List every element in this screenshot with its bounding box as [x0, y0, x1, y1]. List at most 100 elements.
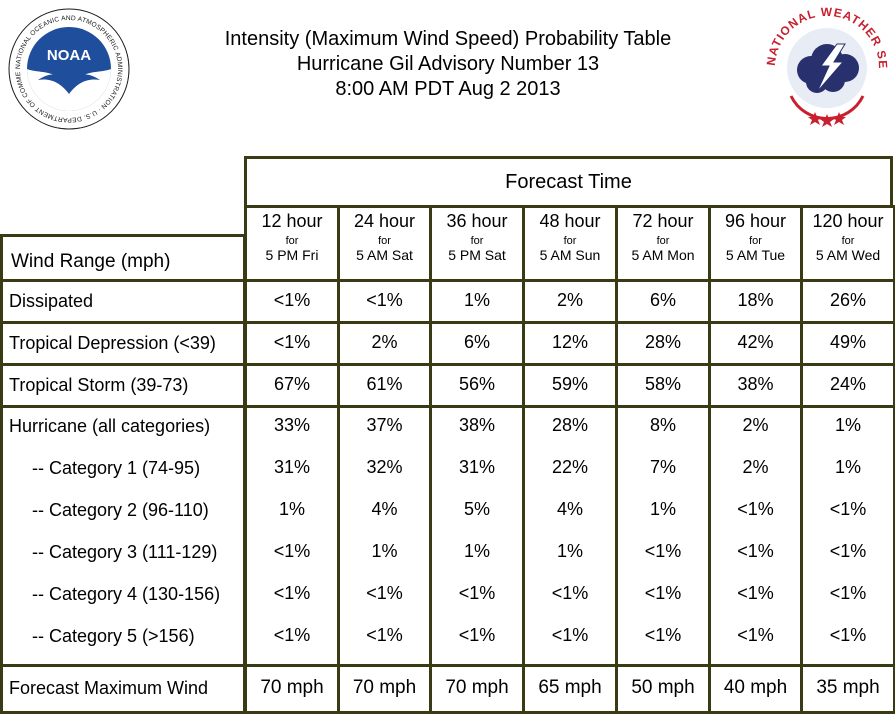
row-block-label-5: [0, 664, 246, 714]
column-for: for: [470, 235, 484, 247]
row-label: Tropical Depression (<39): [9, 332, 216, 353]
table-cell-value: 5%: [463, 499, 490, 519]
table-cell-value: <1%: [366, 289, 403, 310]
table-cell-value: 1%: [278, 499, 305, 519]
table-cell-value: 35 mph: [816, 677, 880, 698]
table-cell-value: 49%: [829, 331, 867, 352]
page-title: Intensity (Maximum Wind Speed) Probabili…: [148, 27, 748, 102]
column-for: for: [378, 235, 391, 247]
table-cell-value: <1%: [737, 625, 774, 645]
table-cell-value: 1%: [834, 415, 861, 435]
column-header-6: 96 hour for 5 AM Tue: [708, 205, 803, 282]
table-cell-value: <1%: [644, 583, 682, 603]
column-header-5: 72 hour for 5 AM Mon: [615, 205, 711, 282]
forecast-time-header: Forecast Time: [244, 156, 893, 208]
table-cell-value: <1%: [273, 331, 311, 352]
table-cell-value: <1%: [551, 583, 589, 603]
table-cell-value: 1%: [371, 541, 398, 561]
table-cell-value: <1%: [458, 583, 496, 603]
table-cell-value: 28%: [644, 331, 682, 352]
table-cell-value: 38%: [458, 415, 496, 435]
table-cell-value: 4%: [556, 499, 583, 519]
row-label: -- Category 1 (74-95): [32, 458, 201, 478]
table-cell-value: 2%: [556, 289, 583, 310]
table-cell-value: 24%: [829, 373, 867, 394]
table-cell-value: <1%: [829, 499, 867, 519]
table-cell-value: 26%: [829, 289, 867, 310]
table-cell-value: 6%: [463, 331, 490, 352]
table-cell-value: 18%: [737, 289, 774, 310]
table-cell-value: <1%: [273, 583, 311, 603]
column-for: for: [285, 235, 299, 247]
table-cell-value: 42%: [737, 331, 774, 352]
table-cell-value: 2%: [371, 331, 398, 352]
column-header-1: 12 hour for 5 PM Fri: [244, 205, 340, 282]
table-cell-value: 61%: [366, 373, 403, 394]
column-hour: 96 hour: [724, 211, 787, 231]
column-time: 5 AM Mon: [631, 247, 695, 263]
table-cell-value: <1%: [273, 289, 311, 310]
column-time: 5 AM Sun: [539, 247, 601, 263]
column-time: 5 AM Tue: [725, 247, 786, 263]
table-cell-value: 1%: [649, 499, 676, 519]
row-block-cell-5-7: [800, 664, 895, 714]
table-cell-value: <1%: [737, 541, 774, 561]
noaa-logo: NATIONAL OCEANIC AND ATMOSPHERIC ADMINIS…: [8, 8, 130, 130]
table-cell-value: 56%: [458, 373, 496, 394]
nws-logo: NATIONAL WEATHER SERVICE: [763, 4, 889, 130]
table-cell-value: 33%: [273, 415, 311, 435]
column-hour: 12 hour: [261, 211, 323, 231]
header: NATIONAL OCEANIC AND ATMOSPHERIC ADMINIS…: [0, 0, 895, 150]
column-hour: 72 hour: [632, 211, 694, 231]
table-cell-value: <1%: [829, 625, 867, 645]
row-block-cell-4-6: [708, 405, 803, 667]
table-cell-value: <1%: [829, 583, 867, 603]
table-cell-value: 31%: [458, 457, 496, 477]
noaa-logo-text: NOAA: [47, 47, 91, 64]
table-cell-value: 8%: [649, 415, 676, 435]
column-hour: 24 hour: [353, 211, 416, 231]
table-cell-value: 70 mph: [352, 677, 417, 698]
table-cell-value: 1%: [463, 289, 490, 310]
column-hour: 36 hour: [446, 211, 508, 231]
row-label: Dissipated: [9, 290, 94, 311]
table-cell-value: 2%: [742, 457, 769, 477]
row-header: Wind Range (mph): [0, 234, 246, 282]
column-time: 5 AM Sat: [356, 247, 413, 263]
row-block-cell-5-5: [615, 664, 711, 714]
table-cell-value: <1%: [644, 541, 682, 561]
row-block-cell-2-3: [429, 321, 525, 366]
table-cell-value: 12%: [551, 331, 589, 352]
table-cell-value: <1%: [644, 625, 682, 645]
row-label: -- Category 5 (>156): [32, 626, 195, 646]
column-time: 5 PM Sat: [448, 247, 506, 263]
column-time: 5 AM Wed: [815, 247, 881, 263]
table-cell-value: 4%: [371, 499, 398, 519]
table-cell-value: <1%: [737, 583, 774, 603]
column-for: for: [749, 235, 762, 247]
column-for: for: [656, 235, 670, 247]
column-header-7: 120 hour for 5 AM Wed: [800, 205, 895, 282]
table-cell-value: 37%: [366, 415, 403, 435]
column-hour: 48 hour: [539, 211, 601, 231]
row-label: Hurricane (all categories): [9, 416, 211, 436]
table-cell-value: <1%: [273, 625, 311, 645]
table-cell-value: 1%: [463, 541, 490, 561]
title-line-3: 8:00 AM PDT Aug 2 2013: [335, 78, 561, 100]
row-label: Forecast Maximum Wind: [9, 678, 209, 698]
table-cell-value: <1%: [829, 541, 867, 561]
table-cell-value: <1%: [366, 625, 403, 645]
table-cell-value: 38%: [737, 373, 774, 394]
table-cell-value: 58%: [644, 373, 682, 394]
table-cell-value: <1%: [273, 541, 311, 561]
table-cell-value: 32%: [366, 457, 403, 477]
column-header-4: 48 hour for 5 AM Sun: [522, 205, 618, 282]
column-header-2: 24 hour for 5 AM Sat: [337, 205, 432, 282]
title-line-2: Hurricane Gil Advisory Number 13: [296, 53, 600, 75]
title-line-1: Intensity (Maximum Wind Speed) Probabili…: [224, 28, 672, 50]
row-block-cell-5-1: [244, 664, 340, 714]
table-cell-value: 28%: [551, 415, 589, 435]
column-for: for: [841, 235, 855, 247]
table-cell-value: 6%: [649, 289, 676, 310]
row-block-cell-4-4: [522, 405, 618, 667]
